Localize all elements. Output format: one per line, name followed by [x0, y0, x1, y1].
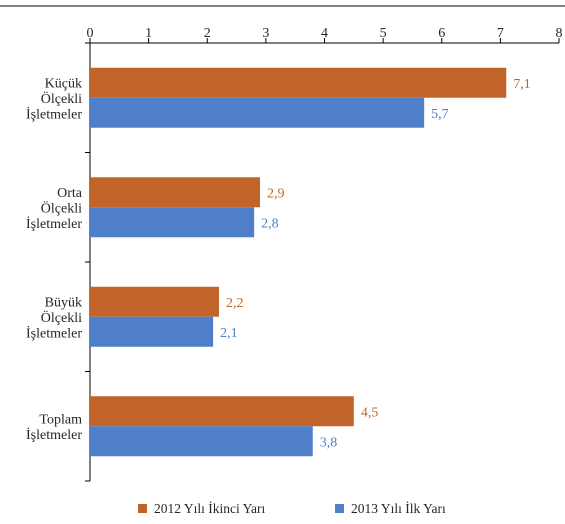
x-tick-label: 2 [204, 26, 211, 41]
bar [90, 316, 214, 347]
data-label: 5,7 [431, 107, 449, 122]
bar [90, 97, 425, 128]
bar [90, 207, 255, 238]
category-label: Orta [57, 186, 83, 201]
x-tick-label: 7 [497, 26, 504, 41]
category-label: Ölçekli [41, 199, 82, 216]
legend-swatch [335, 504, 344, 513]
legend-swatch [138, 504, 147, 513]
x-tick-label: 6 [438, 26, 445, 41]
legend-label: 2013 Yılı İlk Yarı [351, 501, 446, 516]
x-tick-label: 0 [87, 26, 94, 41]
category-label: İşletmeler [26, 325, 82, 341]
category-label: Toplam [39, 413, 82, 428]
x-tick-label: 8 [556, 26, 563, 41]
category-label: İşletmeler [26, 106, 82, 122]
data-label: 2,2 [226, 296, 244, 311]
data-label: 7,1 [513, 77, 531, 92]
category-label: İşletmeler [26, 216, 82, 232]
data-label: 2,8 [261, 216, 279, 231]
x-tick-label: 5 [380, 26, 387, 41]
legend-label: 2012 Yılı İkinci Yarı [154, 501, 265, 516]
data-label: 3,8 [320, 435, 338, 450]
data-label: 2,1 [220, 326, 238, 341]
data-label: 4,5 [361, 405, 379, 420]
bar [90, 426, 313, 457]
bar [90, 396, 354, 427]
category-label: İşletmeler [26, 427, 82, 443]
category-label: Büyük [45, 295, 82, 310]
x-tick-label: 4 [321, 26, 328, 41]
bar [90, 67, 507, 98]
category-label: Ölçekli [41, 309, 82, 326]
bar [90, 177, 261, 208]
bar [90, 286, 219, 317]
data-label: 2,9 [267, 186, 285, 201]
x-tick-label: 3 [262, 26, 269, 41]
category-label: Küçük [45, 76, 82, 91]
category-label: Ölçekli [41, 90, 82, 107]
x-tick-label: 1 [145, 26, 152, 41]
